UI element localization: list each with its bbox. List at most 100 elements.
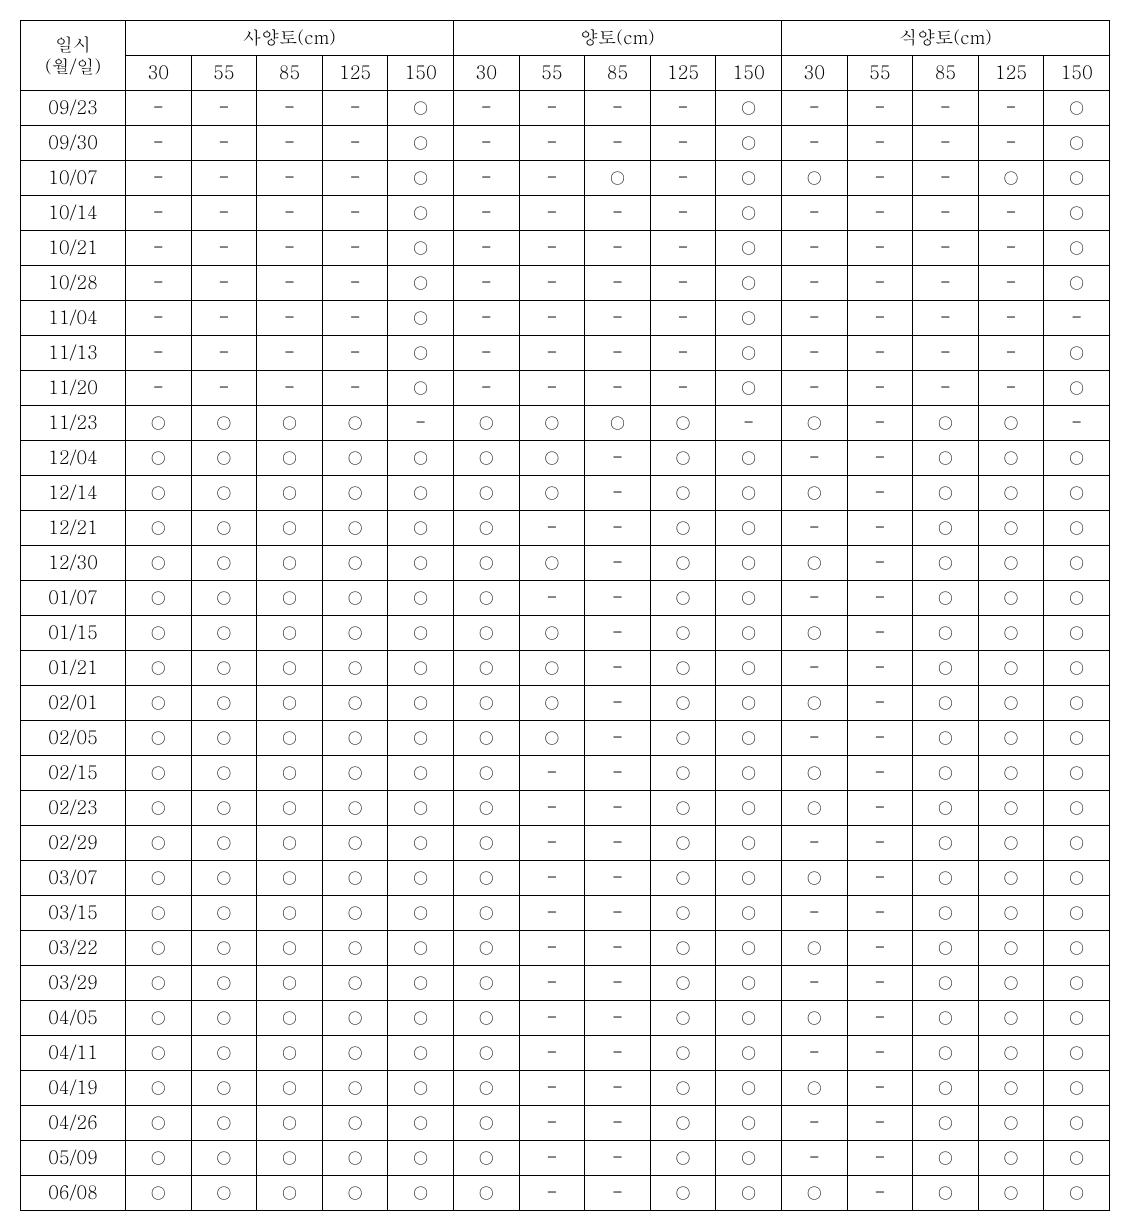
- cell-value: -: [847, 966, 913, 1001]
- cell-value: ○: [716, 441, 782, 476]
- cell-value: -: [847, 896, 913, 931]
- cell-value: ○: [781, 1071, 847, 1106]
- cell-value: -: [781, 1106, 847, 1141]
- cell-value: ○: [781, 756, 847, 791]
- cell-value: ○: [716, 721, 782, 756]
- cell-value: -: [781, 126, 847, 161]
- cell-value: -: [585, 616, 651, 651]
- cell-date: 01/07: [21, 581, 126, 616]
- cell-date: 03/07: [21, 861, 126, 896]
- cell-value: -: [585, 1106, 651, 1141]
- cell-value: ○: [716, 266, 782, 301]
- table-row: 10/14----○----○----○: [21, 196, 1110, 231]
- table-row: 11/13----○----○----○: [21, 336, 1110, 371]
- cell-value: -: [978, 91, 1044, 126]
- cell-value: ○: [257, 721, 323, 756]
- cell-value: ○: [716, 931, 782, 966]
- cell-value: ○: [978, 861, 1044, 896]
- cell-value: ○: [650, 546, 716, 581]
- cell-value: -: [847, 406, 913, 441]
- cell-value: -: [913, 126, 979, 161]
- header-depth: 85: [257, 56, 323, 91]
- cell-value: ○: [257, 896, 323, 931]
- cell-value: -: [781, 721, 847, 756]
- cell-value: ○: [322, 721, 388, 756]
- header-depth: 55: [847, 56, 913, 91]
- cell-value: ○: [716, 371, 782, 406]
- cell-value: ○: [913, 1036, 979, 1071]
- cell-value: ○: [322, 861, 388, 896]
- cell-value: ○: [519, 721, 585, 756]
- cell-value: ○: [126, 406, 192, 441]
- cell-value: -: [650, 161, 716, 196]
- cell-value: ○: [913, 686, 979, 721]
- cell-value: ○: [257, 581, 323, 616]
- cell-date: 12/21: [21, 511, 126, 546]
- cell-value: ○: [978, 581, 1044, 616]
- cell-value: -: [519, 896, 585, 931]
- cell-value: ○: [257, 1106, 323, 1141]
- cell-value: ○: [257, 406, 323, 441]
- cell-date: 04/26: [21, 1106, 126, 1141]
- cell-value: ○: [388, 1141, 454, 1176]
- table-row: 12/04○○○○○○○-○○--○○○: [21, 441, 1110, 476]
- cell-value: ○: [388, 1036, 454, 1071]
- cell-value: ○: [453, 686, 519, 721]
- cell-value: -: [847, 651, 913, 686]
- cell-value: ○: [978, 1001, 1044, 1036]
- cell-value: -: [322, 161, 388, 196]
- cell-value: -: [257, 126, 323, 161]
- cell-value: ○: [453, 966, 519, 1001]
- cell-value: -: [847, 1001, 913, 1036]
- cell-date: 10/28: [21, 266, 126, 301]
- table-row: 02/05○○○○○○○-○○--○○○: [21, 721, 1110, 756]
- cell-value: ○: [650, 721, 716, 756]
- cell-date: 12/30: [21, 546, 126, 581]
- cell-value: ○: [126, 441, 192, 476]
- cell-value: ○: [191, 441, 257, 476]
- cell-value: ○: [388, 91, 454, 126]
- cell-date: 01/15: [21, 616, 126, 651]
- cell-value: ○: [978, 721, 1044, 756]
- cell-value: -: [322, 196, 388, 231]
- cell-value: ○: [453, 756, 519, 791]
- cell-value: ○: [126, 1071, 192, 1106]
- cell-value: ○: [716, 1036, 782, 1071]
- cell-value: ○: [388, 371, 454, 406]
- cell-value: ○: [126, 616, 192, 651]
- cell-value: -: [585, 896, 651, 931]
- cell-value: ○: [126, 1106, 192, 1141]
- header-depth: 55: [519, 56, 585, 91]
- cell-value: ○: [388, 476, 454, 511]
- cell-value: ○: [650, 616, 716, 651]
- cell-value: -: [585, 1176, 651, 1211]
- cell-value: ○: [388, 721, 454, 756]
- cell-value: ○: [913, 406, 979, 441]
- cell-value: ○: [191, 476, 257, 511]
- cell-value: ○: [650, 581, 716, 616]
- cell-value: -: [519, 336, 585, 371]
- cell-value: ○: [913, 1106, 979, 1141]
- cell-value: -: [585, 581, 651, 616]
- cell-value: -: [257, 336, 323, 371]
- cell-value: -: [585, 1071, 651, 1106]
- cell-value: ○: [191, 1036, 257, 1071]
- cell-value: -: [913, 161, 979, 196]
- cell-value: -: [519, 826, 585, 861]
- header-depth: 30: [126, 56, 192, 91]
- cell-value: -: [913, 371, 979, 406]
- cell-value: -: [847, 1106, 913, 1141]
- cell-value: ○: [1044, 91, 1110, 126]
- cell-value: -: [650, 91, 716, 126]
- cell-value: ○: [257, 511, 323, 546]
- cell-value: ○: [1044, 721, 1110, 756]
- cell-value: -: [191, 266, 257, 301]
- cell-value: ○: [191, 896, 257, 931]
- header-depth: 150: [388, 56, 454, 91]
- header-group-1: 양토(cm): [453, 21, 781, 56]
- table-row: 01/07○○○○○○--○○--○○○: [21, 581, 1110, 616]
- cell-value: ○: [322, 1036, 388, 1071]
- cell-value: -: [585, 1141, 651, 1176]
- cell-value: ○: [978, 791, 1044, 826]
- cell-value: ○: [978, 476, 1044, 511]
